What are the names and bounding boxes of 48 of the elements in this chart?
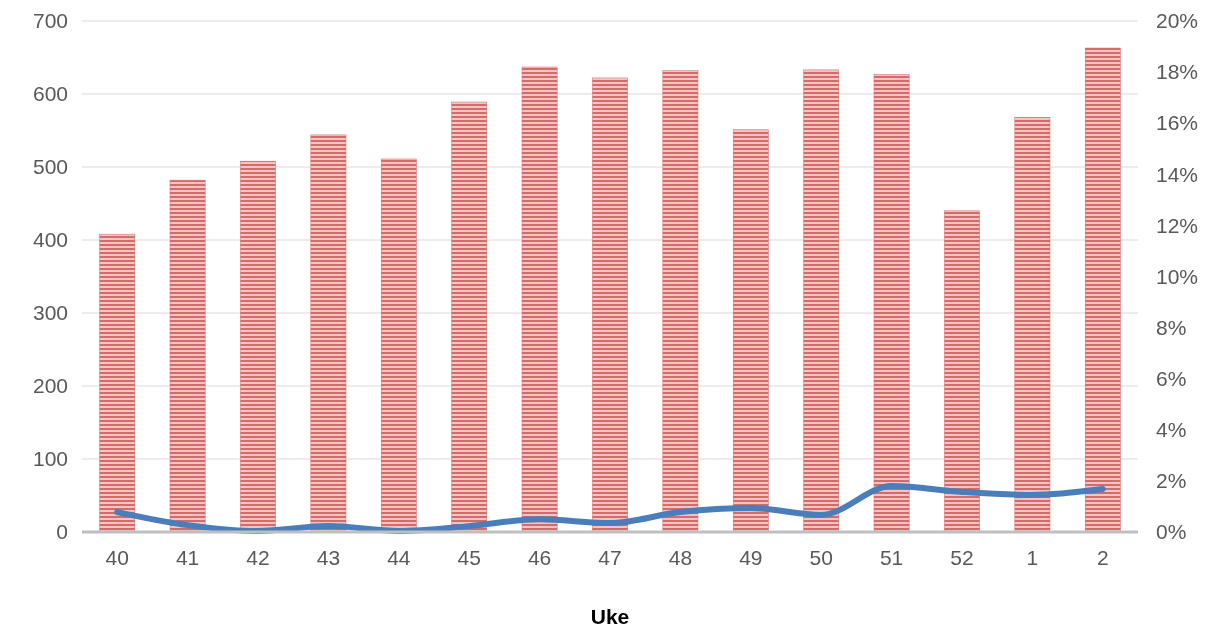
x-tick-label: 47 — [598, 545, 622, 569]
x-tick-label: 40 — [105, 545, 129, 569]
bar — [169, 179, 206, 533]
x-tick-label: 1 — [1026, 545, 1039, 569]
bar — [592, 77, 628, 533]
y2-tick-label: 10% — [1156, 264, 1199, 288]
y2-tick-label: 12% — [1156, 213, 1199, 237]
bar — [662, 70, 699, 533]
y2-tick-label: 0% — [1156, 520, 1187, 544]
y-tick-label: 0 — [56, 520, 68, 544]
y2-tick-label: 4% — [1156, 418, 1187, 442]
bar — [521, 66, 558, 533]
y2-tick-label: 18% — [1156, 60, 1199, 84]
bar — [732, 129, 769, 533]
bar — [1084, 47, 1121, 533]
y2-tick-label: 14% — [1156, 162, 1199, 186]
x-tick-label: 45 — [457, 545, 481, 569]
y-tick-label: 500 — [32, 155, 68, 179]
y2-tick-label: 20% — [1156, 9, 1199, 33]
y2-tick-label: 16% — [1156, 111, 1199, 135]
x-tick-label: 51 — [879, 545, 904, 569]
x-tick-label: 41 — [175, 545, 200, 569]
bar — [451, 101, 488, 533]
bar — [310, 134, 347, 533]
y-tick-label: 200 — [32, 374, 68, 398]
y2-tick-label: 6% — [1156, 366, 1187, 390]
x-tick-label: 2 — [1096, 545, 1109, 569]
y2-tick-label: 8% — [1156, 315, 1187, 339]
x-tick-label: 48 — [668, 545, 693, 569]
x-tick-label: 42 — [246, 545, 270, 569]
y-tick-label: 400 — [32, 228, 68, 252]
bar — [873, 74, 910, 533]
y-tick-label: 300 — [32, 301, 68, 325]
x-tick-label: 44 — [387, 545, 411, 569]
x-tick-label: 43 — [316, 545, 341, 569]
x-tick-label: 46 — [527, 545, 552, 569]
x-axis-title: Uke — [590, 605, 630, 628]
y-tick-label: 700 — [32, 9, 68, 33]
bar — [944, 210, 980, 533]
x-tick-label: 50 — [809, 545, 833, 569]
x-tick-label: 49 — [739, 545, 763, 569]
y-tick-label: 600 — [32, 82, 68, 106]
x-tick-label: 52 — [950, 545, 974, 569]
bar — [99, 233, 136, 533]
bar — [1014, 117, 1051, 533]
y-tick-label: 100 — [32, 447, 68, 471]
y2-tick-label: 2% — [1156, 469, 1187, 493]
bar — [803, 69, 840, 533]
